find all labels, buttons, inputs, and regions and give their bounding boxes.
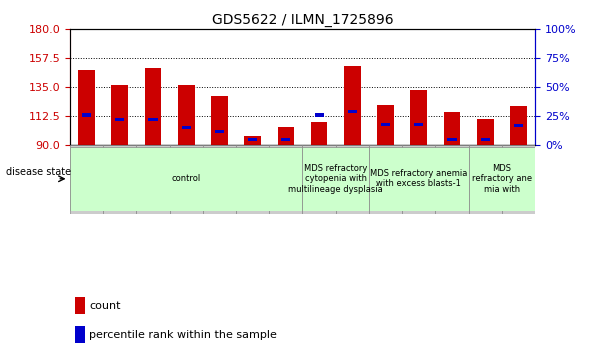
Bar — [78, 70, 95, 145]
Bar — [444, 112, 460, 145]
Bar — [282, 138, 291, 141]
Text: GSM1515746: GSM1515746 — [82, 149, 91, 209]
Text: disease state: disease state — [6, 167, 71, 178]
Title: GDS5622 / ILMN_1725896: GDS5622 / ILMN_1725896 — [212, 13, 393, 26]
Text: GSM1515749: GSM1515749 — [182, 149, 191, 209]
Text: count: count — [89, 301, 121, 310]
Bar — [115, 118, 124, 121]
Text: control: control — [171, 174, 201, 183]
Bar — [215, 130, 224, 133]
Bar — [70, 147, 302, 211]
Bar — [136, 145, 170, 214]
Bar — [481, 138, 490, 141]
Bar — [369, 147, 469, 211]
Bar — [82, 113, 91, 117]
Bar — [477, 119, 494, 145]
Bar — [182, 126, 191, 129]
Bar — [381, 123, 390, 126]
Bar — [75, 297, 85, 314]
Text: GSM1515757: GSM1515757 — [447, 149, 457, 209]
Bar — [178, 85, 195, 145]
Text: GSM1515756: GSM1515756 — [414, 149, 423, 209]
Text: GSM1515759: GSM1515759 — [514, 149, 523, 209]
Text: GSM1515752: GSM1515752 — [282, 149, 291, 209]
Bar — [314, 113, 323, 117]
Bar — [111, 85, 128, 145]
Bar — [278, 127, 294, 145]
Bar — [377, 105, 394, 145]
Text: percentile rank within the sample: percentile rank within the sample — [89, 330, 277, 339]
Bar — [410, 90, 427, 145]
Bar — [70, 145, 103, 214]
Bar — [302, 147, 369, 211]
Bar — [75, 326, 85, 343]
Text: GSM1515758: GSM1515758 — [481, 149, 489, 209]
Bar — [302, 145, 336, 214]
Bar — [514, 124, 523, 127]
Bar — [311, 122, 327, 145]
Bar — [244, 136, 261, 145]
Text: GSM1515750: GSM1515750 — [215, 149, 224, 209]
Bar — [336, 145, 369, 214]
Bar — [369, 145, 402, 214]
Bar — [269, 145, 302, 214]
Bar — [145, 68, 161, 145]
Bar — [502, 145, 535, 214]
Text: GSM1515755: GSM1515755 — [381, 149, 390, 209]
Text: GSM1515753: GSM1515753 — [314, 149, 323, 209]
Bar — [447, 138, 457, 141]
Bar — [211, 96, 228, 145]
Text: MDS
refractory ane
mia with: MDS refractory ane mia with — [472, 164, 532, 194]
Text: GSM1515747: GSM1515747 — [116, 149, 124, 209]
Bar — [469, 147, 535, 211]
Text: GSM1515751: GSM1515751 — [248, 149, 257, 209]
Text: GSM1515748: GSM1515748 — [148, 149, 157, 209]
Bar — [348, 110, 357, 113]
Bar — [414, 123, 423, 126]
Bar — [344, 66, 361, 145]
Bar — [469, 145, 502, 214]
Bar — [402, 145, 435, 214]
Bar — [103, 145, 136, 214]
Bar — [510, 106, 527, 145]
Bar — [435, 145, 469, 214]
Text: MDS refractory anemia
with excess blasts-1: MDS refractory anemia with excess blasts… — [370, 169, 468, 188]
Bar — [148, 118, 157, 121]
Bar — [203, 145, 236, 214]
Bar — [236, 145, 269, 214]
Bar — [170, 145, 203, 214]
Text: MDS refractory
cytopenia with
multilineage dysplasia: MDS refractory cytopenia with multilinea… — [288, 164, 383, 194]
Bar — [248, 138, 257, 141]
Text: GSM1515754: GSM1515754 — [348, 149, 357, 209]
